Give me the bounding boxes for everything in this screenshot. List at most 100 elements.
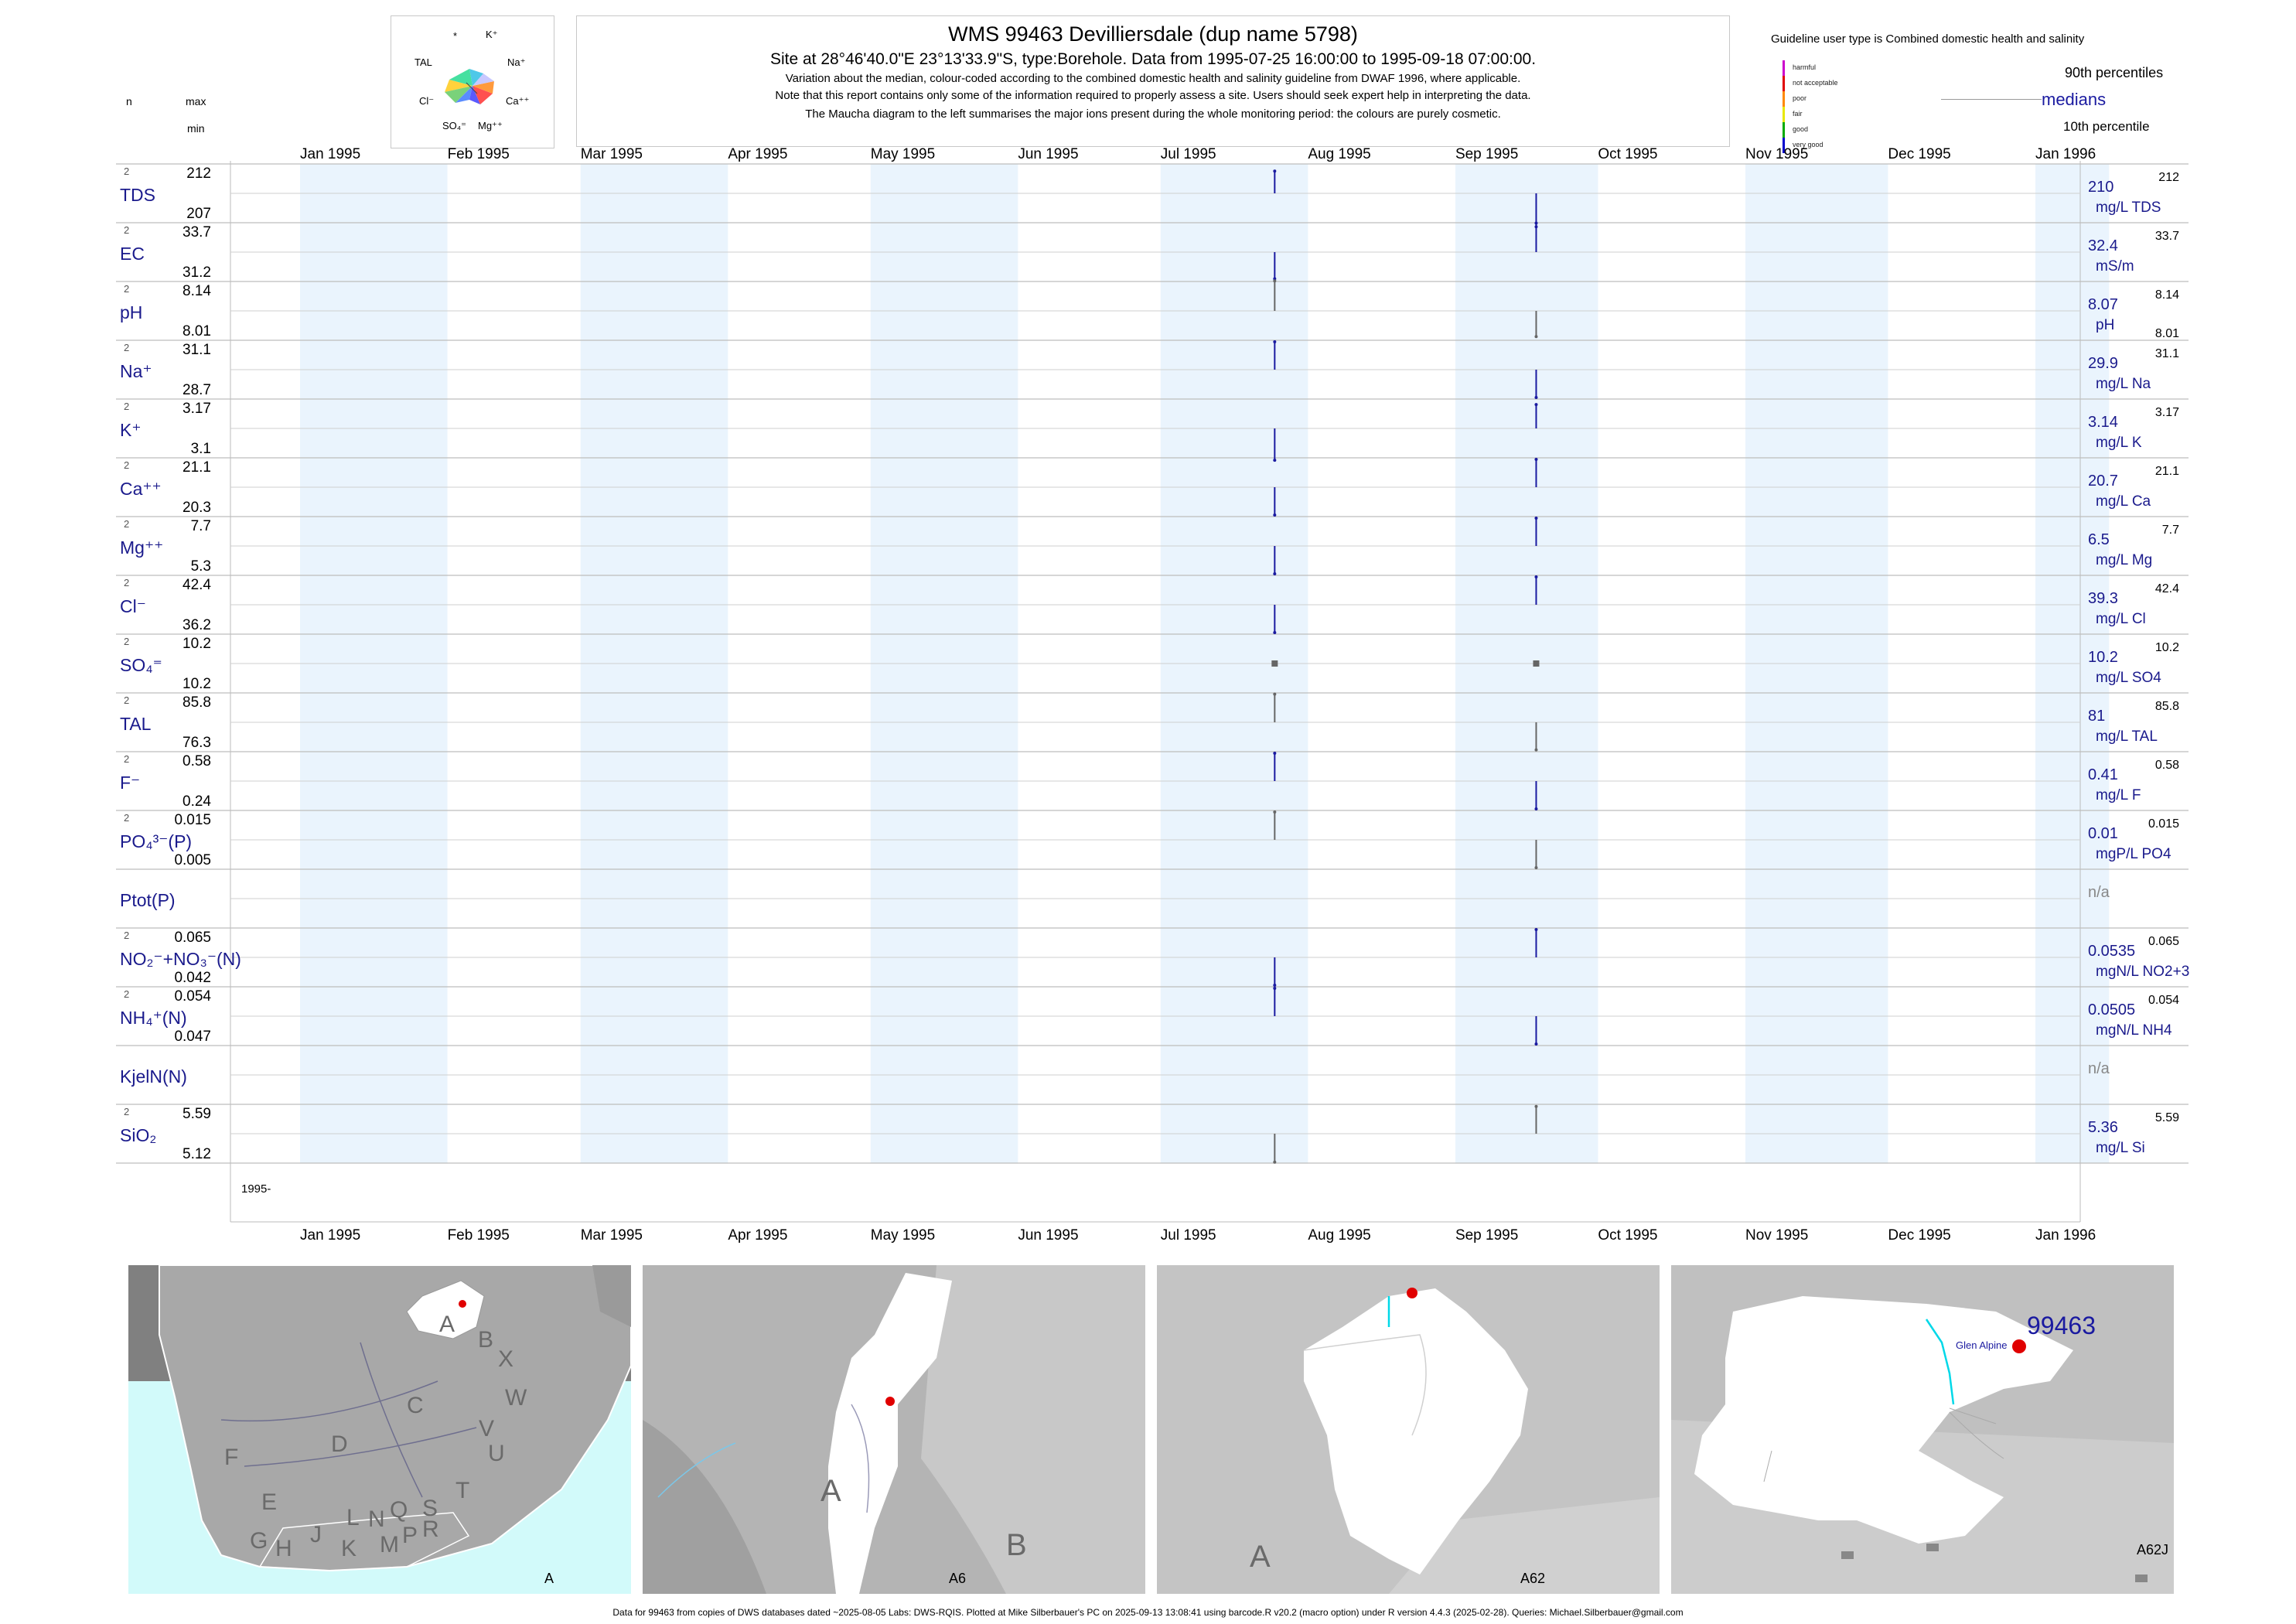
variable-name: TDS: [120, 185, 155, 205]
site-subtitle: Site at 28°46'40.0"E 23°13'33.9"S, type:…: [769, 50, 1537, 68]
variable-name: F⁻: [120, 773, 140, 793]
variable-unit: mgN/L NH4: [2096, 1022, 2172, 1039]
map-letter-g: G: [250, 1528, 268, 1554]
data-point: [1534, 1104, 1538, 1108]
variable-unit: mg/L Ca: [2096, 493, 2151, 510]
variable-min: 3.1: [191, 441, 211, 457]
variable-min: 207: [186, 206, 211, 222]
month-label-top: Sep 1995: [1455, 146, 1518, 162]
variable-p90: 212: [2158, 171, 2179, 184]
map-letter-u: U: [488, 1441, 505, 1466]
variable-p90: 8.14: [2155, 288, 2179, 302]
map-letter-h: H: [275, 1536, 292, 1561]
month-label-top: Apr 1995: [728, 146, 787, 162]
variable-median: 0.0535: [2088, 943, 2135, 960]
data-point: [1534, 928, 1538, 931]
data-point: [1534, 458, 1538, 461]
month-label-bottom: Jan 1996: [2035, 1227, 2096, 1244]
variable-median: 0.0505: [2088, 1001, 2135, 1018]
variable-n: 2: [124, 930, 129, 941]
variable-p90: 0.015: [2148, 817, 2179, 831]
variable-unit: mg/L TDS: [2096, 200, 2161, 216]
data-point: [1534, 807, 1538, 810]
maucha-label-mg: Mg⁺⁺: [478, 120, 503, 131]
variable-p90: 21.1: [2155, 465, 2179, 478]
data-point: [1273, 572, 1277, 575]
variable-max: 0.015: [174, 812, 211, 828]
variable-name: Cl⁻: [120, 596, 146, 616]
guideline-level-label: fair: [1793, 110, 1803, 118]
map-panel-a62: A A62: [1157, 1265, 1660, 1594]
maucha-label-k: K⁺: [486, 29, 498, 40]
variable-n: 2: [124, 753, 129, 765]
variable-n: 2: [124, 1106, 129, 1117]
month-label-top: Nov 1995: [1745, 146, 1808, 162]
map-letter-x: X: [498, 1346, 514, 1372]
variable-min: 36.2: [183, 617, 211, 633]
variable-max: 0.054: [174, 988, 211, 1005]
variable-n: 2: [124, 224, 129, 236]
variable-unit: mg/L Cl: [2096, 611, 2146, 627]
variable-p90: 0.58: [2155, 759, 2179, 772]
map-panel-southern-africa: A B X C W D V U F T E L N Q S G H J K M …: [128, 1265, 631, 1594]
variable-median: 5.36: [2088, 1119, 2118, 1136]
variable-unit: mg/L SO4: [2096, 670, 2161, 686]
month-label-bottom: Mar 1995: [581, 1227, 643, 1244]
median-legend-line: [1941, 99, 2042, 100]
variable-n: 2: [124, 283, 129, 295]
variable-name: PO₄³⁻(P): [120, 831, 192, 851]
variable-median: 32.4: [2088, 237, 2118, 254]
site-id-label: 99463: [2027, 1312, 2096, 1339]
p90-label: 90th percentiles: [2065, 65, 2164, 80]
variable-min: 5.12: [183, 1146, 211, 1162]
data-point: [1534, 517, 1538, 520]
variable-median: 81: [2088, 708, 2105, 725]
variable-median: n/a: [2088, 1060, 2110, 1077]
map-letter-b: B: [478, 1327, 494, 1353]
month-label-bottom: Aug 1995: [1308, 1227, 1370, 1244]
data-point: [1273, 1160, 1277, 1164]
data-point: [1533, 660, 1540, 667]
variable-n: 2: [124, 165, 129, 177]
map-letter-n: N: [368, 1506, 385, 1532]
month-label-top: Feb 1995: [448, 146, 510, 162]
variable-min: 0.047: [174, 1029, 211, 1045]
variable-unit: mg/L Mg: [2096, 552, 2152, 568]
map-letter-a-panel3: A: [1250, 1540, 1271, 1574]
month-label-bottom: Jun 1995: [1018, 1227, 1078, 1244]
guideline-level-label: poor: [1793, 94, 1807, 102]
variable-p90: 5.59: [2155, 1111, 2179, 1124]
variable-median: 0.01: [2088, 825, 2118, 842]
variable-p90: 33.7: [2155, 230, 2179, 243]
month-label-top: Jul 1995: [1161, 146, 1216, 162]
variable-median: 210: [2088, 179, 2113, 196]
map-letter-t: T: [455, 1478, 470, 1503]
variable-unit: mg/L TAL: [2096, 728, 2158, 745]
map-code-panel4: A62J: [2137, 1542, 2169, 1557]
data-point: [1534, 1042, 1538, 1046]
data-point: [1273, 692, 1277, 696]
guideline-swatch: [1783, 60, 1785, 76]
variable-unit: mg/L Na: [2096, 376, 2151, 392]
month-label-top: Jan 1996: [2035, 146, 2096, 162]
maucha-label-na: Na⁺: [507, 56, 526, 68]
data-point: [1273, 631, 1277, 634]
variable-max: 0.065: [174, 930, 211, 946]
variable-max: 5.59: [183, 1106, 211, 1122]
variable-max: 21.1: [183, 459, 211, 476]
data-point: [1534, 396, 1538, 399]
maucha-diagram-box: * K⁺ Na⁺ Ca⁺⁺ Mg⁺⁺ SO₄⁼ Cl⁻ TAL: [391, 15, 554, 148]
variable-name: EC: [120, 244, 145, 264]
p10-label: 10th percentile: [2063, 119, 2150, 134]
guideline-swatch: [1783, 107, 1785, 122]
variable-unit: mg/L F: [2096, 787, 2141, 803]
variable-name: K⁺: [120, 420, 141, 440]
variable-unit: mgP/L PO4: [2096, 846, 2171, 862]
map-code-panel1: A: [544, 1571, 554, 1586]
variable-name: SO₄⁼: [120, 655, 162, 675]
variable-name: SiO₂: [120, 1125, 156, 1145]
data-point: [1273, 169, 1277, 173]
note-line-3: The Maucha diagram to the left summarise…: [805, 107, 1501, 121]
variable-n: 2: [124, 577, 129, 589]
variable-unit: mS/m: [2096, 258, 2134, 275]
